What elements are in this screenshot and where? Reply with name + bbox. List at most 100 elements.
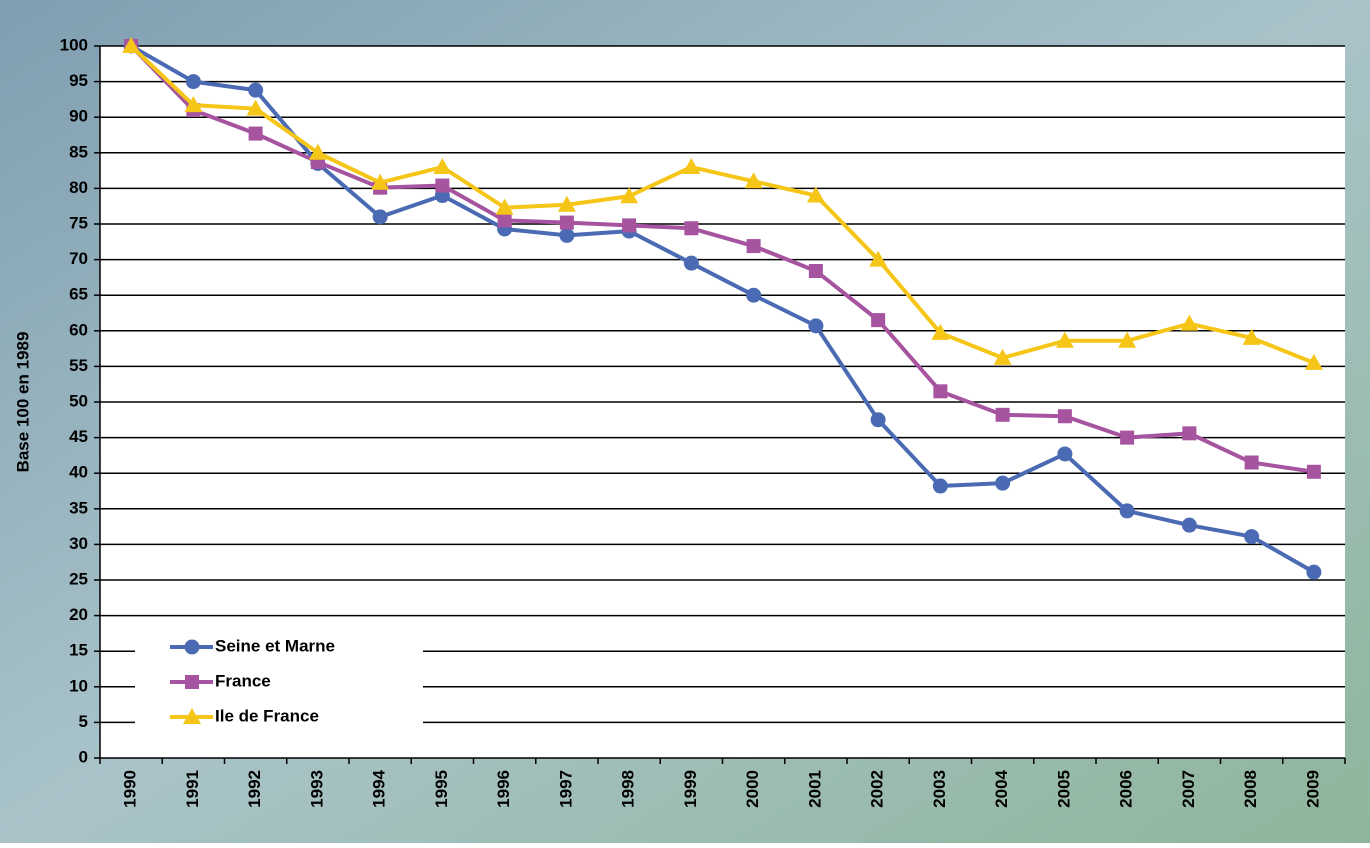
- legend-label: France: [215, 671, 271, 690]
- point: [1055, 331, 1074, 348]
- point: [1244, 455, 1259, 470]
- y-tick-label: 70: [69, 249, 88, 268]
- point: [371, 173, 390, 190]
- x-tick-label: 1990: [121, 770, 140, 808]
- point: [871, 313, 886, 328]
- point: [372, 209, 388, 225]
- legend-label: Seine et Marne: [215, 636, 335, 655]
- x-tick-label: 2007: [1179, 770, 1198, 808]
- x-tick-label: 2009: [1303, 770, 1322, 808]
- y-tick-label: 35: [69, 498, 88, 517]
- point: [559, 227, 575, 243]
- y-tick-label: 10: [69, 676, 88, 695]
- point: [1306, 464, 1321, 479]
- point: [932, 478, 948, 494]
- point: [184, 96, 203, 113]
- x-tick-label: 1998: [619, 770, 638, 808]
- y-tick-label: 50: [69, 391, 88, 410]
- point: [620, 187, 639, 204]
- y-tick-label: 25: [69, 569, 88, 588]
- point: [622, 218, 637, 233]
- point: [248, 126, 263, 141]
- point: [806, 186, 825, 203]
- x-tick-label: 1994: [370, 769, 389, 807]
- y-tick-label: 100: [60, 35, 88, 54]
- y-axis-label: Base 100 en 1989: [13, 332, 32, 473]
- point: [1242, 328, 1261, 345]
- x-tick-label: 1992: [245, 770, 264, 808]
- point: [931, 323, 950, 340]
- y-tick-label: 75: [69, 213, 88, 232]
- x-tick-label: 1991: [183, 770, 202, 808]
- point: [122, 37, 141, 53]
- y-tick-label: 45: [69, 427, 88, 446]
- y-tick-label: 20: [69, 605, 88, 624]
- point: [1244, 529, 1260, 545]
- y-tick-label: 55: [69, 356, 88, 375]
- x-tick-label: 1997: [556, 770, 575, 808]
- x-tick-label: 2004: [992, 769, 1011, 807]
- y-tick-label: 15: [69, 641, 88, 660]
- series-line: [129, 44, 1315, 365]
- point: [869, 250, 888, 267]
- point: [683, 255, 699, 271]
- point: [248, 82, 264, 98]
- y-tick-label: 65: [69, 285, 88, 304]
- point: [1181, 517, 1197, 533]
- series-line: [129, 44, 1315, 474]
- legend-marker: [183, 708, 201, 724]
- point: [185, 74, 201, 90]
- point: [808, 318, 824, 334]
- x-tick-label: 1996: [494, 770, 513, 808]
- point: [559, 215, 574, 230]
- point: [746, 239, 761, 254]
- y-tick-label: 40: [69, 463, 88, 482]
- point: [1306, 564, 1322, 580]
- point: [870, 412, 886, 428]
- point: [744, 172, 763, 189]
- point: [497, 213, 512, 228]
- point: [808, 263, 823, 278]
- point: [1120, 430, 1135, 445]
- x-tick-label: 2008: [1241, 770, 1260, 808]
- x-tick-label: 2002: [868, 770, 887, 808]
- point: [1057, 446, 1073, 462]
- point: [246, 99, 265, 116]
- y-tick-label: 0: [79, 747, 88, 766]
- point: [1119, 503, 1135, 519]
- point: [557, 195, 576, 212]
- y-tick-label: 60: [69, 320, 88, 339]
- series-line: [130, 44, 1315, 574]
- point: [1182, 426, 1197, 441]
- x-tick-label: 1993: [307, 770, 326, 808]
- point: [933, 384, 948, 399]
- x-tick-label: 2005: [1054, 770, 1073, 808]
- y-tick-label: 90: [69, 107, 88, 126]
- x-tick-label: 2003: [930, 770, 949, 808]
- point: [495, 198, 514, 215]
- point: [746, 287, 762, 303]
- point: [1180, 314, 1199, 331]
- legend-marker: [185, 675, 199, 689]
- x-tick-label: 2006: [1117, 770, 1136, 808]
- x-tick-label: 1999: [681, 770, 700, 808]
- point: [684, 221, 699, 236]
- point: [435, 178, 450, 193]
- point: [433, 158, 452, 175]
- point: [1057, 409, 1072, 424]
- point: [995, 475, 1011, 491]
- point: [995, 407, 1010, 422]
- x-tick-label: 2001: [805, 770, 824, 808]
- point: [682, 158, 701, 175]
- legend-label: Ile de France: [215, 706, 319, 725]
- y-tick-label: 5: [79, 712, 88, 731]
- y-tick-label: 30: [69, 534, 88, 553]
- x-tick-label: 1995: [432, 770, 451, 808]
- y-tick-label: 80: [69, 178, 88, 197]
- point: [1304, 353, 1323, 370]
- y-tick-label: 85: [69, 142, 88, 161]
- y-tick-label: 95: [69, 71, 88, 90]
- point: [993, 348, 1012, 365]
- point: [1118, 331, 1137, 348]
